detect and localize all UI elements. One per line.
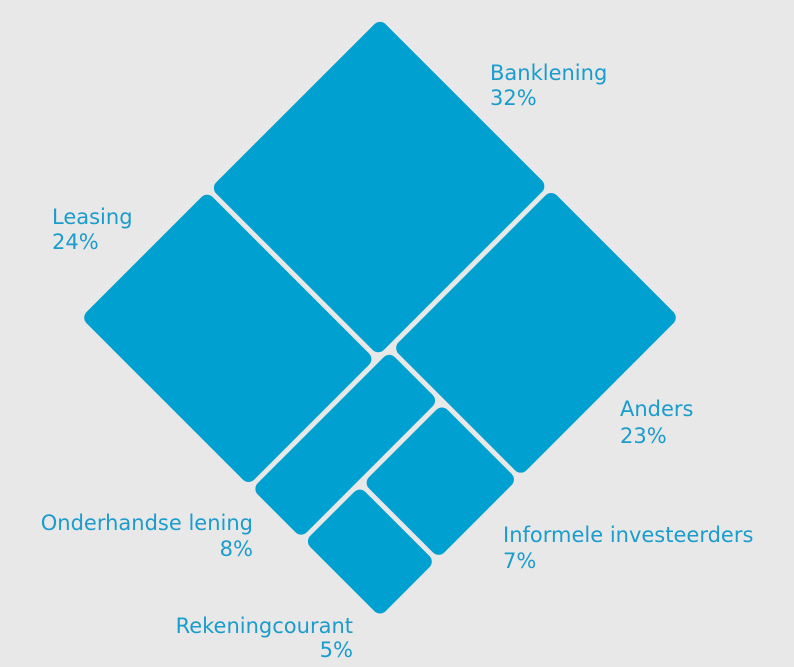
value-label: 7% bbox=[503, 549, 536, 573]
category-label: Informele investeerders bbox=[503, 523, 753, 547]
tile bbox=[84, 194, 372, 482]
value-label: 32% bbox=[490, 86, 537, 110]
category-label: Onderhandse lening bbox=[41, 511, 253, 535]
tile bbox=[255, 354, 436, 535]
value-label: 5% bbox=[320, 638, 353, 662]
treemap bbox=[84, 21, 676, 614]
tile bbox=[366, 407, 514, 555]
tile bbox=[213, 21, 545, 353]
value-label: 8% bbox=[220, 537, 253, 561]
value-label: 24% bbox=[52, 230, 99, 254]
category-label: Banklening bbox=[490, 61, 607, 85]
category-label: Rekeningcourant bbox=[176, 614, 353, 638]
category-label: Leasing bbox=[52, 205, 133, 229]
value-label: 23% bbox=[620, 424, 667, 448]
category-label: Anders bbox=[620, 397, 694, 421]
tile bbox=[396, 193, 676, 473]
tile bbox=[307, 489, 432, 614]
